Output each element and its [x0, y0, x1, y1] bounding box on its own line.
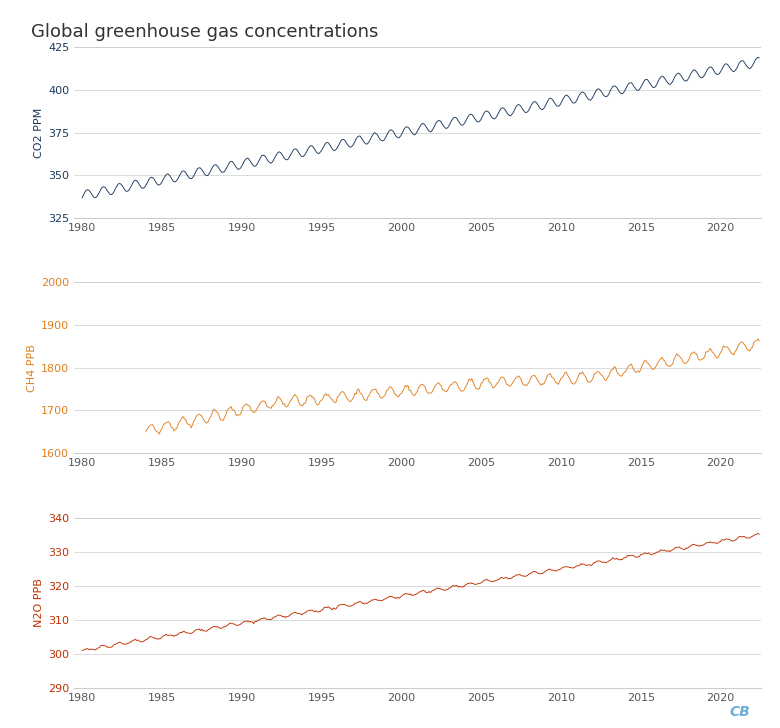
- Y-axis label: CH4 PPB: CH4 PPB: [27, 344, 37, 392]
- Text: CB: CB: [729, 705, 750, 719]
- Y-axis label: N2O PPB: N2O PPB: [34, 578, 44, 628]
- Y-axis label: CO2 PPM: CO2 PPM: [34, 108, 44, 158]
- Text: Global greenhouse gas concentrations: Global greenhouse gas concentrations: [31, 23, 378, 41]
